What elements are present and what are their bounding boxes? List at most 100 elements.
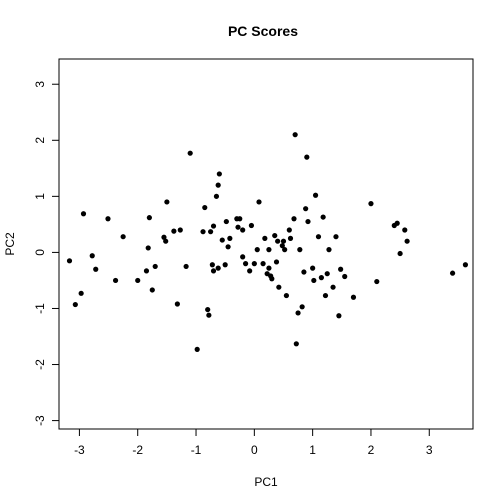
data-point [260,261,266,267]
y-tick-label: 1 [33,193,47,200]
data-point [262,235,268,241]
data-point [227,235,233,241]
x-tick-label: 2 [368,443,375,457]
data-point [248,222,255,229]
data-point [222,262,228,268]
data-point [93,266,99,272]
data-point [210,268,217,274]
data-point [394,220,400,226]
data-point [293,341,299,347]
data-point [177,227,183,233]
x-tick-label: 3 [426,443,433,457]
y-tick-label: 2 [33,137,47,144]
plot-frame [58,58,474,430]
data-point [66,258,73,264]
data-point [324,271,330,277]
data-point [187,150,193,156]
data-point [315,234,322,240]
data-point [152,263,158,270]
data-point [254,247,260,253]
data-point [210,223,217,229]
data-point [225,244,231,250]
data-point [143,268,150,274]
y-axis: -3 -2 -1 0 1 2 3 [33,81,60,426]
data-point [350,294,357,300]
data-point [163,238,169,244]
data-point [105,216,111,222]
data-point [292,132,298,138]
data-point [174,301,180,307]
data-point [215,265,221,271]
data-point [330,284,336,290]
data-point [78,290,84,296]
y-tick-label: 3 [33,81,47,88]
data-point [164,199,170,205]
data-point [240,254,246,260]
data-point [72,301,78,308]
data-point [235,224,241,230]
data-point [368,201,374,207]
chart-title: PC Scores [228,23,298,39]
data-point [251,261,257,267]
data-point [283,292,290,299]
data-point [135,277,141,284]
data-point [247,268,253,274]
data-point [338,266,344,272]
data-point [240,227,246,233]
data-point [305,218,311,225]
data-point [120,234,126,240]
data-point [266,247,272,253]
data-point [266,265,272,271]
data-point [291,216,297,222]
data-point [215,182,221,188]
data-point [275,238,281,244]
data-point [333,234,339,240]
data-point [397,250,403,257]
data-point [89,253,95,259]
data-point [202,204,208,211]
y-tick-label: -2 [33,359,47,370]
data-point [303,206,309,212]
data-point [279,243,285,249]
x-axis: -3 -2 -1 0 1 2 3 [74,428,433,457]
x-tick-label: -1 [191,443,202,457]
data-point [280,238,287,244]
data-point [336,313,342,319]
data-point [200,229,206,235]
data-point [273,259,280,265]
data-point [322,292,329,299]
data-points [66,132,469,352]
data-point [310,265,316,271]
data-point [213,193,220,199]
data-point [223,218,229,225]
data-point [209,262,215,268]
data-point [374,278,380,285]
data-point [216,171,222,177]
data-point [208,229,214,235]
data-point [171,228,177,234]
data-point [146,215,152,221]
data-point [219,237,225,243]
data-point [205,306,211,313]
data-point [256,199,262,205]
x-tick-label: -2 [132,443,143,457]
x-tick-label: -3 [74,443,85,457]
data-point [80,211,87,217]
data-point [304,154,310,160]
data-point [194,346,200,352]
y-tick-label: 0 [33,249,47,256]
data-point [326,247,332,253]
data-point [312,192,319,198]
data-point [295,310,301,316]
data-point [272,232,278,239]
data-point [404,238,410,244]
data-point [297,247,303,253]
data-point [318,275,324,281]
data-point [112,277,119,284]
data-point [145,245,151,251]
data-point [402,227,408,233]
y-tick-label: -3 [33,415,47,426]
data-point [269,276,275,282]
y-axis-label: PC2 [3,232,17,256]
